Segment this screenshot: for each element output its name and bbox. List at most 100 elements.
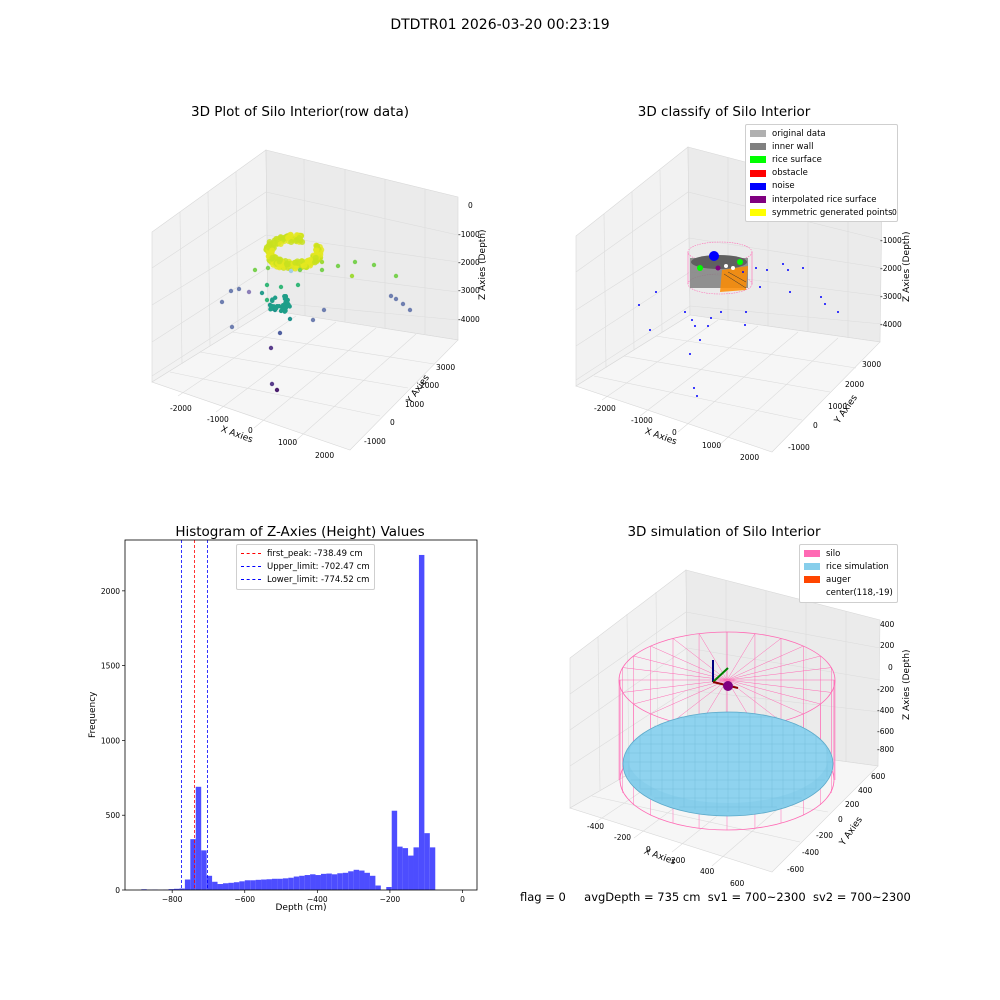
figure-title: DTDTR01 2026-03-20 00:23:19	[390, 17, 610, 33]
raw-point	[307, 260, 314, 267]
classify-noise-point	[696, 395, 698, 397]
raw-point	[313, 252, 320, 259]
classify-legend-label: rice surface	[772, 154, 822, 165]
raw-xtick-2: 0	[248, 426, 253, 435]
sim-ztick-5: -600	[877, 727, 895, 736]
histogram-bar	[277, 878, 283, 890]
raw-point	[299, 238, 306, 245]
raw-point	[299, 258, 306, 265]
histogram-legend-entry: first_peak: -738.49 cm	[241, 547, 370, 560]
raw-point	[266, 239, 273, 246]
raw-point	[278, 263, 285, 270]
histogram-legend-swatch	[241, 553, 261, 555]
status-flag: flag = 0	[520, 890, 566, 904]
raw-point	[269, 381, 275, 387]
simulation-legend-swatch	[804, 576, 820, 584]
raw-point	[317, 254, 324, 261]
raw-point	[312, 253, 319, 260]
raw-point	[271, 259, 278, 266]
silo-top-spoke	[726, 667, 832, 681]
raw-point	[274, 261, 281, 268]
raw-point	[274, 260, 281, 267]
cls-ytick-3: 2000	[845, 380, 865, 389]
classify-noise-point	[689, 353, 691, 355]
raw-point	[263, 246, 270, 253]
raw-point	[279, 258, 286, 265]
sim-xtick-4: 400	[700, 867, 715, 876]
cls-xtick-3: 1000	[702, 441, 722, 450]
simulation-legend-entry: rice simulation	[804, 560, 893, 573]
classify-noise-point	[744, 324, 746, 326]
cls-xtick-4: 2000	[740, 453, 760, 462]
raw-point	[294, 235, 301, 242]
raw-point	[277, 261, 284, 268]
raw-point	[265, 265, 271, 271]
histogram-legend-entry: Upper_limit: -702.47 cm	[241, 560, 370, 573]
raw-point	[268, 255, 275, 262]
classify-noise-point	[782, 263, 784, 265]
sim-ztick-0: 400	[880, 620, 895, 629]
raw-point	[282, 263, 289, 270]
raw-point	[276, 237, 283, 244]
raw-point	[283, 261, 290, 268]
raw-xtick-0: -2000	[170, 404, 192, 413]
raw-point	[313, 245, 320, 252]
raw-point	[335, 263, 341, 269]
histogram-bar	[429, 847, 436, 890]
raw-point	[283, 294, 289, 299]
raw-point	[393, 273, 399, 279]
raw-ztick-4: -4000	[458, 315, 480, 324]
histogram-bar	[353, 869, 360, 890]
raw-point	[296, 232, 303, 239]
raw-point	[303, 264, 310, 271]
silo-top-spoke	[726, 679, 832, 693]
histogram-bar	[359, 870, 365, 890]
raw-point	[270, 240, 277, 247]
raw-point	[276, 264, 283, 271]
raw-point	[274, 257, 281, 264]
raw-point	[288, 265, 295, 272]
raw-point	[268, 253, 275, 260]
simulation-auger-marker	[712, 660, 739, 691]
histogram-reference-lines	[181, 540, 208, 890]
raw-point	[264, 282, 270, 288]
raw-point	[268, 253, 275, 260]
histogram-bar	[288, 877, 294, 890]
raw-point	[269, 245, 276, 252]
classify-legend-label: noise	[772, 181, 795, 192]
raw-point	[265, 248, 272, 255]
raw-point	[219, 299, 225, 305]
raw-point	[278, 259, 285, 266]
raw-point	[292, 263, 299, 270]
classify-noise-point	[649, 329, 651, 331]
silo-top-spoke	[726, 679, 782, 722]
status-avg-depth: avgDepth = 735 cm	[584, 890, 701, 904]
raw-point	[312, 254, 319, 261]
cls-ztick-3: -3000	[880, 292, 902, 301]
silo-top-spoke	[726, 645, 804, 681]
simulation-rice-surface	[622, 711, 834, 817]
raw-point	[313, 243, 320, 250]
classify-noise-point	[755, 267, 757, 269]
histogram-bar	[391, 810, 398, 890]
sim-ytick-4: 200	[845, 800, 860, 809]
raw-point	[291, 259, 298, 266]
raw-point	[272, 295, 278, 300]
raw-point	[268, 247, 275, 254]
raw-point	[296, 237, 303, 244]
raw-point	[393, 296, 399, 302]
raw-point	[298, 264, 305, 271]
classify-legend-entry: symmetric generated points	[750, 206, 893, 219]
histogram-xlabel: Depth (cm)	[275, 903, 327, 913]
histogram-bar	[315, 875, 321, 890]
classify-legend-entry: original data	[750, 127, 893, 140]
sim-ztick-2: 0	[888, 663, 893, 672]
silo-top-spoke	[726, 679, 821, 705]
raw-point	[284, 233, 291, 240]
silo-top-spoke	[698, 679, 728, 727]
raw-point	[266, 251, 273, 258]
silo-top-spoke	[650, 679, 728, 715]
raw-point	[267, 250, 274, 257]
histogram-bar	[190, 839, 196, 890]
cls-xtick-2: 0	[672, 428, 677, 437]
